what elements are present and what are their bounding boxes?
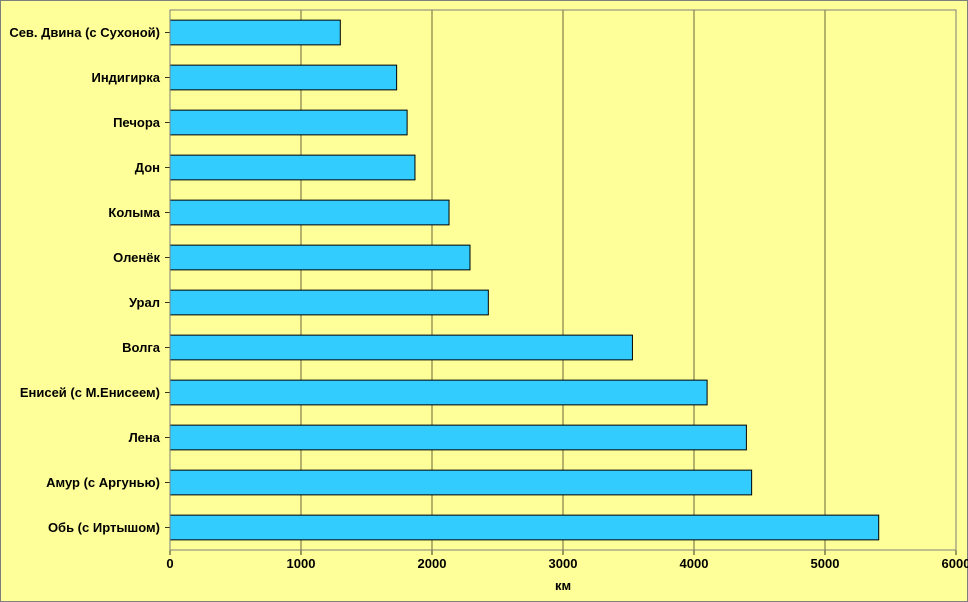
y-tick-label: Волга [122,340,161,355]
y-tick-label: Печора [113,115,161,130]
y-tick-label: Индигирка [91,70,160,85]
bar [170,380,707,405]
bar [170,110,407,135]
y-tick-label: Дон [135,160,160,175]
x-tick-label: 2000 [418,556,447,571]
bar [170,20,340,45]
y-tick-label: Лена [129,430,161,445]
bar [170,470,752,495]
bar [170,245,470,270]
y-tick-label: Оленёк [113,250,160,265]
bar [170,65,397,90]
y-tick-label: Сев. Двина (с Сухоной) [9,25,160,40]
bar [170,155,415,180]
bar [170,200,449,225]
chart-container: 0 1000 2000 3000 4000 5000 6000 км Обь (с Иртышо… [0,0,968,602]
x-axis-label: км [555,578,571,593]
y-tick-label: Обь (с Иртышом) [48,520,160,535]
bar [170,290,488,315]
y-tick-label: Урал [129,295,160,310]
x-tick-label: 1000 [287,556,316,571]
x-tick-label: 3000 [549,556,578,571]
x-tick-label: 6000 [942,556,968,571]
bar [170,425,746,450]
y-tick-label: Амур (с Аргунью) [46,475,160,490]
bar [170,335,632,360]
x-tick-label: 0 [166,556,173,571]
x-tick-label: 5000 [811,556,840,571]
y-tick-label: Енисей (с М.Енисеем) [20,385,160,400]
rivers-bar-chart: 0 1000 2000 3000 4000 5000 6000 км Обь (с Иртышо… [0,0,968,602]
x-tick-label: 4000 [680,556,709,571]
y-tick-label: Колыма [108,205,160,220]
bar [170,515,879,540]
